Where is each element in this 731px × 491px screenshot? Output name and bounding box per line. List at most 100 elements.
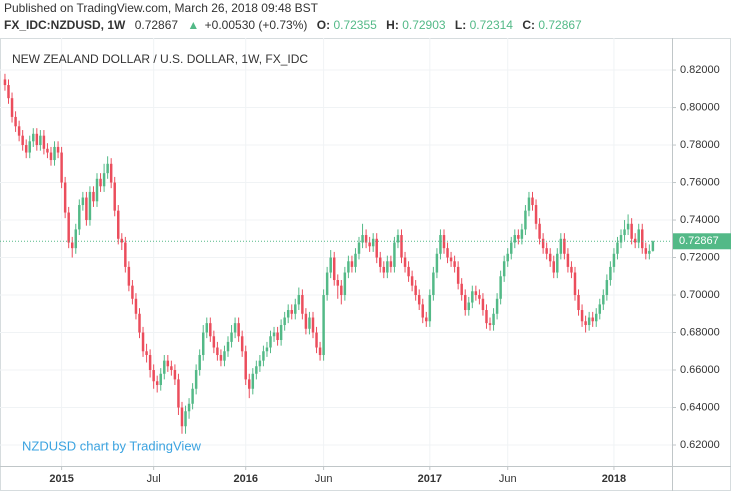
candle-body (155, 381, 159, 386)
candle-body (24, 145, 28, 153)
candle-body (566, 253, 570, 267)
candle-body (524, 210, 527, 230)
candle-body (265, 347, 269, 352)
candle-body (294, 304, 297, 314)
candle-body (467, 302, 471, 311)
candle-body (46, 148, 49, 153)
candle-body (145, 351, 148, 356)
candle-body (191, 388, 194, 404)
candle-body (325, 272, 329, 296)
candle-body (223, 351, 226, 361)
candle-body (74, 229, 78, 249)
candle-body (32, 133, 35, 142)
candle-body (113, 182, 116, 211)
candle-body (28, 141, 31, 153)
x-tick-label: 2018 (602, 473, 626, 485)
candle-body (609, 266, 612, 281)
candle-body (414, 285, 417, 296)
x-tick-label: 2017 (418, 473, 442, 485)
candle-body (456, 266, 460, 284)
candle-body (361, 235, 364, 243)
candle-body (400, 235, 403, 258)
candle-body (552, 261, 555, 273)
candle-body (148, 355, 152, 371)
x-tick-label: Jun (499, 473, 517, 485)
candle-body (117, 210, 120, 239)
candle-body (548, 253, 552, 262)
y-tick-label: 0.72000 (680, 251, 720, 263)
candle-body (598, 304, 602, 314)
low-label: L: (455, 18, 466, 32)
candle-body (131, 285, 134, 299)
candle-body (587, 317, 591, 326)
candle-body (570, 266, 573, 273)
candle-body (478, 295, 481, 299)
candle-body (439, 235, 442, 254)
candle-body (527, 197, 531, 211)
candle-body (556, 253, 559, 273)
candle-body (42, 135, 46, 149)
y-tick-label: 0.68000 (680, 326, 720, 338)
candle-body (10, 98, 14, 117)
candle-body (474, 291, 478, 296)
candle-body (233, 323, 237, 333)
candle-body (67, 212, 70, 243)
candle-body (403, 257, 407, 267)
candle-body (379, 257, 382, 267)
candle-body (205, 323, 209, 333)
candle-body (138, 313, 141, 333)
candle-body (382, 266, 386, 273)
candle-body (14, 116, 17, 127)
candle-body (648, 250, 651, 254)
candle-body (502, 261, 506, 277)
candle-body (258, 360, 262, 367)
candle-body (619, 235, 623, 243)
candle-body (56, 146, 60, 153)
candle-body (644, 248, 648, 254)
candle-body (63, 182, 67, 213)
x-tick-label: Jul (147, 473, 161, 485)
candle-body (506, 253, 509, 262)
candle-body (563, 238, 566, 254)
candles (3, 73, 655, 434)
candle-body (577, 295, 580, 311)
candle-body (184, 411, 187, 427)
candle-body (240, 336, 244, 352)
y-tick-label: 0.80000 (680, 101, 720, 113)
x-tick-label: Jun (315, 473, 333, 485)
watermark[interactable]: NZDUSD chart by TradingView (22, 438, 202, 453)
candle-body (580, 310, 584, 322)
candle-body (70, 242, 74, 249)
candle-body (95, 178, 99, 202)
candle-body (442, 235, 446, 249)
candle-body (485, 310, 488, 324)
candle-body (106, 163, 109, 174)
candle-body (152, 370, 155, 382)
candle-body (120, 238, 124, 243)
candle-body (449, 257, 453, 262)
candle-body (630, 223, 633, 239)
candle-body (163, 360, 166, 374)
candle-body (594, 313, 598, 322)
candle-body (255, 366, 258, 374)
candle-body (262, 351, 265, 361)
candle-body (357, 242, 361, 254)
candle-body (237, 323, 240, 337)
candle-body (364, 235, 368, 243)
symbol: FX_IDC:NZDUSD, 1W (4, 18, 126, 32)
candle-body (332, 257, 336, 281)
candle-body (166, 360, 170, 367)
last-price-box (673, 233, 731, 250)
candle-body (573, 272, 577, 296)
high-label: H: (386, 18, 399, 32)
candle-body (170, 366, 173, 371)
candle-body (283, 317, 286, 326)
candle-body (177, 379, 180, 408)
candle-body (102, 173, 106, 187)
candle-body (7, 85, 10, 99)
candle-body (531, 197, 534, 206)
candle-body (354, 253, 357, 267)
candle-body (453, 261, 456, 267)
candle-body (39, 135, 42, 146)
candle-body (350, 261, 354, 267)
